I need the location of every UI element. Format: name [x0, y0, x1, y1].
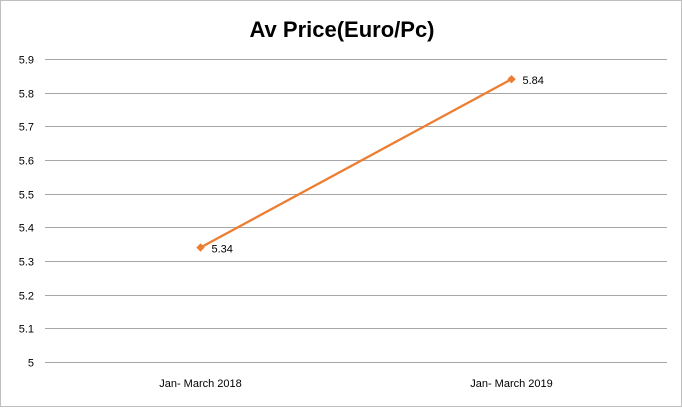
chart-title: Av Price(Euro/Pc) — [249, 17, 434, 42]
y-tick-label: 5.3 — [19, 257, 34, 269]
y-tick-label: 5.1 — [19, 324, 34, 336]
data-point-marker — [196, 243, 205, 252]
y-tick-label: 5.5 — [19, 190, 34, 202]
y-tick-label: 5.8 — [19, 89, 34, 101]
data-label: 5.84 — [523, 75, 544, 87]
data-labels: 5.34 5.84 — [212, 75, 544, 255]
y-tick-label: 5 — [28, 358, 34, 370]
series-group — [196, 74, 516, 252]
x-tick-label: Jan- March 2018 — [159, 378, 242, 390]
data-point-marker — [507, 74, 516, 84]
y-tick-label: 5.4 — [19, 223, 34, 235]
data-label: 5.34 — [212, 244, 233, 256]
x-tick-label: Jan- March 2019 — [470, 378, 553, 390]
y-tick-label: 5.6 — [19, 156, 34, 168]
series-line — [199, 78, 513, 249]
y-tick-label: 5.9 — [19, 55, 34, 67]
x-axis-tick-labels: Jan- March 2018 Jan- March 2019 — [159, 378, 553, 390]
y-tick-label: 5.7 — [19, 122, 34, 134]
y-axis-tick-labels: 5 5.1 5.2 5.3 5.4 5.5 5.6 5.7 5.8 5.9 — [19, 55, 34, 370]
y-tick-label: 5.2 — [19, 291, 34, 303]
gridlines — [45, 59, 667, 363]
